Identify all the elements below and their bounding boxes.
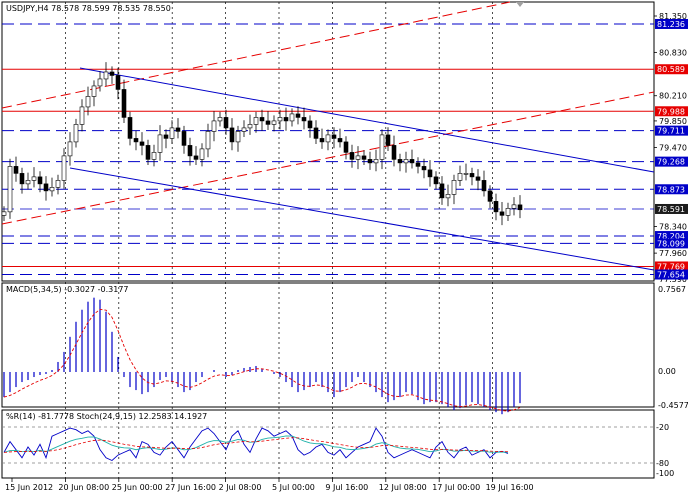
level-badge-label: 80.589 [657, 65, 685, 74]
level-badge [655, 156, 688, 167]
level-badge [655, 184, 688, 195]
price-candlesticks [1, 62, 523, 226]
level-badge [655, 106, 688, 117]
level-badge-label: 79.711 [657, 127, 685, 136]
time-axis: 15 Jun 2012 20 Jun 08:00 25 Jun 00:00 27 Ju… [5, 478, 534, 492]
time-tick-label: 19 Jul 16:00 [486, 483, 534, 492]
time-tick-label: 20 Jun 08:00 [58, 483, 109, 492]
symbol-header: USDJPY,H4 78.578 78.599 78.535 78.550 [6, 4, 171, 13]
price-tick-label: 80.830 [659, 48, 687, 57]
level-badge-label: 79.268 [657, 158, 685, 167]
level-badge-label: 77.654 [657, 271, 685, 280]
support-resistance-levels [2, 23, 654, 276]
level-badge-label: 78.873 [657, 185, 685, 194]
time-tick-label: 9 Jul 16:00 [325, 483, 368, 492]
osc-scale-mid: -80 [656, 459, 669, 468]
level-badge-label: 78.591 [657, 205, 685, 214]
level-badge [655, 203, 688, 214]
red-trend-channel[interactable] [1, 1, 655, 225]
price-tick-label: 79.850 [659, 117, 687, 126]
level-badge [655, 18, 688, 29]
price-tick-label: 77.960 [659, 249, 687, 258]
time-tick-label: 12 Jul 08:00 [379, 483, 427, 492]
time-tick-label: 17 Jul 00:00 [432, 483, 480, 492]
macd-scale-min: -0.4577 [658, 401, 688, 410]
level-badge-label: 79.988 [657, 107, 685, 116]
price-level-badges: 81.236 80.589 79.988 79.711 79.268 78.873 78.5… [655, 18, 688, 280]
time-tick-label: 15 Jun 2012 [5, 483, 53, 492]
chart-shift-marker[interactable] [516, 2, 524, 7]
blue-trend-channel[interactable] [69, 67, 655, 271]
level-badge [655, 238, 688, 249]
price-tick-label: 80.210 [659, 92, 687, 101]
osc-scale-bottom: -100 [656, 469, 674, 478]
level-badge-label: 78.204 [657, 232, 685, 241]
osc-scale-top: -20 [656, 423, 669, 432]
time-tick-label: 2 Jul 08:00 [219, 483, 262, 492]
price-tick-label: 78.340 [659, 223, 687, 232]
macd-scale-max: 0.7567 [658, 285, 686, 294]
level-badge-label: 81.236 [657, 20, 685, 29]
level-badge [655, 261, 688, 272]
macd-header: MACD(5,34,5) -0.3027 -0.3177 [6, 285, 129, 294]
level-badge [655, 231, 688, 242]
price-tick-label: 79.470 [659, 144, 687, 153]
time-tick-label: 5 Jul 00:00 [272, 483, 315, 492]
time-tick-label: 25 Jun 00:00 [112, 483, 163, 492]
price-tick-label: 81.350 [659, 12, 687, 21]
oscillator-header: %R(14) -81.7778 Stoch(24,9,15) 12.2583 1… [6, 412, 207, 421]
level-badge [655, 64, 688, 75]
macd-indicator [3, 297, 521, 415]
time-tick-label: 27 Jun 16:00 [165, 483, 216, 492]
level-badge [655, 125, 688, 136]
level-badge [655, 269, 688, 280]
level-badge-label: 78.099 [657, 239, 685, 248]
time-grid [65, 2, 493, 478]
oscillator-pane[interactable] [1, 409, 655, 479]
macd-scale-zero: 0.00 [658, 367, 676, 376]
oscillator-indicator [2, 426, 654, 464]
level-badge-label: 77.769 [657, 262, 685, 271]
